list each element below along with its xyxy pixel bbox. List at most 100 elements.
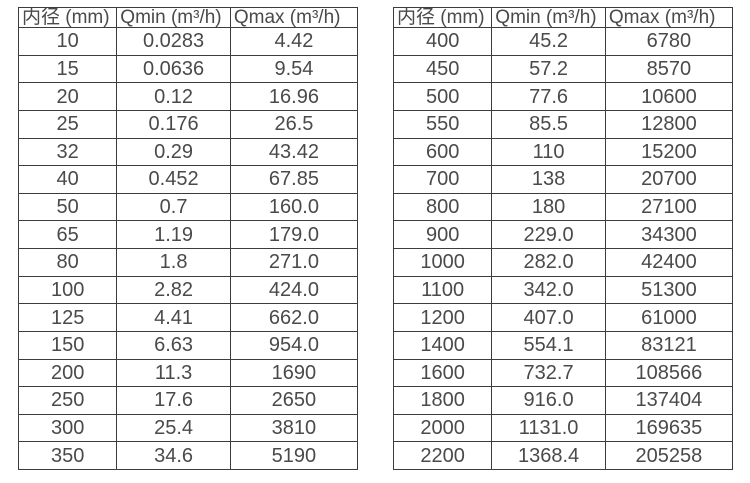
diameter-cell: 450 xyxy=(392,54,493,84)
table-row: 80 1.8 271.0 xyxy=(17,248,359,277)
diameter-cell: 250 xyxy=(17,386,118,415)
qmax-cell: 179.0 xyxy=(229,220,359,249)
table-row: 20 0.12 16.96 xyxy=(17,82,359,111)
qmax-cell: 108566 xyxy=(604,358,734,388)
header-row: 内径 (mm) Qmin (m³/h) Qmax (m³/h) xyxy=(392,7,734,28)
qmin-cell: 282.0 xyxy=(491,248,606,277)
qmin-cell: 180 xyxy=(491,192,606,222)
column-header: Qmin (m³/h) xyxy=(116,7,231,28)
table-row: 1000 282.0 42400 xyxy=(392,248,734,277)
qmin-cell: 229.0 xyxy=(491,220,606,249)
diameter-cell: 2200 xyxy=(392,441,493,470)
qmax-cell: 662.0 xyxy=(229,303,359,332)
diameter-cell: 550 xyxy=(392,109,493,139)
diameter-cell: 900 xyxy=(392,220,493,249)
qmin-cell: 554.1 xyxy=(491,330,606,360)
table-row: 600 110 15200 xyxy=(392,137,734,167)
diameter-cell: 65 xyxy=(17,220,118,249)
qmin-cell: 17.6 xyxy=(116,386,231,415)
column-header: 内径 (mm) xyxy=(17,7,118,28)
diameter-cell: 500 xyxy=(392,82,493,111)
table-row: 150 6.63 954.0 xyxy=(17,330,359,360)
qmax-cell: 83121 xyxy=(604,330,734,360)
qmin-cell: 0.29 xyxy=(116,137,231,167)
column-header: 内径 (mm) xyxy=(392,7,493,28)
diameter-cell: 2000 xyxy=(392,413,493,443)
qmax-cell: 4.42 xyxy=(229,27,359,56)
diameter-cell: 1000 xyxy=(392,248,493,277)
qmax-cell: 5190 xyxy=(229,441,359,470)
qmin-cell: 0.0636 xyxy=(116,54,231,84)
qmin-cell: 57.2 xyxy=(491,54,606,84)
qmin-cell: 11.3 xyxy=(116,358,231,388)
table-row: 15 0.0636 9.54 xyxy=(17,54,359,84)
qmin-cell: 4.41 xyxy=(116,303,231,332)
qmax-cell: 9.54 xyxy=(229,54,359,84)
qmin-cell: 0.7 xyxy=(116,192,231,222)
qmax-cell: 271.0 xyxy=(229,248,359,277)
column-header: Qmax (m³/h) xyxy=(604,7,734,28)
qmin-cell: 0.0283 xyxy=(116,27,231,56)
qmin-cell: 2.82 xyxy=(116,275,231,305)
qmin-cell: 407.0 xyxy=(491,303,606,332)
table-row: 50 0.7 160.0 xyxy=(17,192,359,222)
qmax-cell: 137404 xyxy=(604,386,734,415)
qmin-cell: 916.0 xyxy=(491,386,606,415)
qmax-cell: 42400 xyxy=(604,248,734,277)
qmax-cell: 6780 xyxy=(604,27,734,56)
table-row: 500 77.6 10600 xyxy=(392,82,734,111)
diameter-cell: 300 xyxy=(17,413,118,443)
diameter-cell: 1100 xyxy=(392,275,493,305)
diameter-cell: 20 xyxy=(17,82,118,111)
qmax-cell: 67.85 xyxy=(229,165,359,194)
qmax-cell: 2650 xyxy=(229,386,359,415)
table-row: 700 138 20700 xyxy=(392,165,734,194)
diameter-cell: 32 xyxy=(17,137,118,167)
table-row: 250 17.6 2650 xyxy=(17,386,359,415)
diameter-cell: 800 xyxy=(392,192,493,222)
diameter-cell: 10 xyxy=(17,27,118,56)
qmax-cell: 10600 xyxy=(604,82,734,111)
table-row: 1100 342.0 51300 xyxy=(392,275,734,305)
qmin-cell: 1368.4 xyxy=(491,441,606,470)
qmax-cell: 8570 xyxy=(604,54,734,84)
table-row: 25 0.176 26.5 xyxy=(17,109,359,139)
qmin-cell: 0.176 xyxy=(116,109,231,139)
table-row: 2200 1368.4 205258 xyxy=(392,441,734,470)
qmax-cell: 424.0 xyxy=(229,275,359,305)
diameter-cell: 25 xyxy=(17,109,118,139)
table-row: 100 2.82 424.0 xyxy=(17,275,359,305)
qmin-cell: 1.8 xyxy=(116,248,231,277)
diameter-cell: 1800 xyxy=(392,386,493,415)
flow-spec-table-large-diameters: 内径 (mm) Qmin (m³/h) Qmax (m³/h) 400 45.2 6780… xyxy=(392,7,734,470)
diameter-cell: 1400 xyxy=(392,330,493,360)
table-row: 800 180 27100 xyxy=(392,192,734,222)
table-row: 200 11.3 1690 xyxy=(17,358,359,388)
diameter-cell: 350 xyxy=(17,441,118,470)
qmax-cell: 954.0 xyxy=(229,330,359,360)
table-row: 1200 407.0 61000 xyxy=(392,303,734,332)
qmin-cell: 34.6 xyxy=(116,441,231,470)
table-row: 550 85.5 12800 xyxy=(392,109,734,139)
qmin-cell: 732.7 xyxy=(491,358,606,388)
diameter-cell: 50 xyxy=(17,192,118,222)
table-row: 350 34.6 5190 xyxy=(17,441,359,470)
qmin-cell: 138 xyxy=(491,165,606,194)
column-header: Qmax (m³/h) xyxy=(229,7,359,28)
table-row: 1600 732.7 108566 xyxy=(392,358,734,388)
diameter-cell: 125 xyxy=(17,303,118,332)
qmin-cell: 342.0 xyxy=(491,275,606,305)
qmax-cell: 3810 xyxy=(229,413,359,443)
table-row: 300 25.4 3810 xyxy=(17,413,359,443)
qmin-cell: 45.2 xyxy=(491,27,606,56)
qmax-cell: 16.96 xyxy=(229,82,359,111)
qmax-cell: 26.5 xyxy=(229,109,359,139)
table-row: 65 1.19 179.0 xyxy=(17,220,359,249)
header-row: 内径 (mm) Qmin (m³/h) Qmax (m³/h) xyxy=(17,7,359,28)
qmax-cell: 51300 xyxy=(604,275,734,305)
diameter-cell: 200 xyxy=(17,358,118,388)
flow-spec-table-small-diameters: 内径 (mm) Qmin (m³/h) Qmax (m³/h) 10 0.0283 4.4… xyxy=(17,7,359,470)
qmax-cell: 27100 xyxy=(604,192,734,222)
table-row: 1400 554.1 83121 xyxy=(392,330,734,360)
qmax-cell: 43.42 xyxy=(229,137,359,167)
